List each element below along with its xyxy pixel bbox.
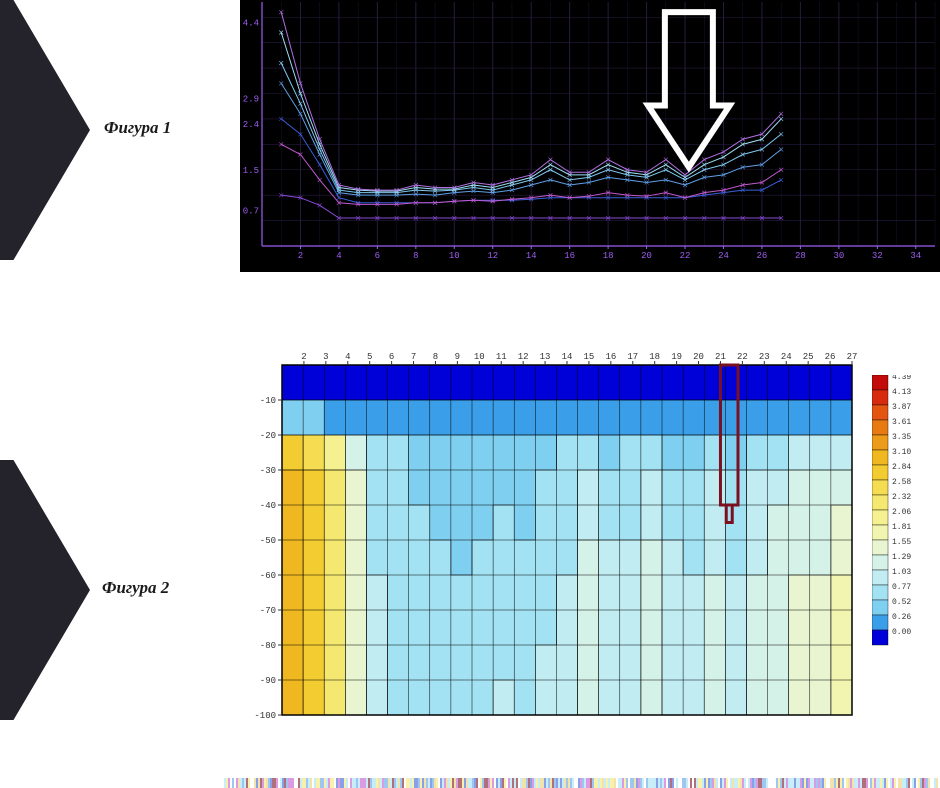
svg-text:14: 14 xyxy=(526,251,537,261)
svg-text:22: 22 xyxy=(680,251,691,261)
svg-text:19: 19 xyxy=(671,352,682,362)
svg-text:-60: -60 xyxy=(260,571,276,581)
svg-text:2.9: 2.9 xyxy=(243,95,259,105)
figure-2-colorbar: 4.39 4.13 3.87 3.61 3.35 3.10 2.84 2.58 2.32 2.06… xyxy=(872,375,932,649)
svg-text:-30: -30 xyxy=(260,466,276,476)
svg-text:-80: -80 xyxy=(260,641,276,651)
svg-text:7: 7 xyxy=(411,352,416,362)
svg-text:2.4: 2.4 xyxy=(243,120,259,130)
svg-text:1.03: 1.03 xyxy=(892,568,911,577)
pointer-2 xyxy=(0,460,90,720)
svg-text:18: 18 xyxy=(649,352,660,362)
svg-text:2.84: 2.84 xyxy=(892,463,911,472)
svg-text:20: 20 xyxy=(641,251,652,261)
svg-text:-20: -20 xyxy=(260,431,276,441)
pointer-1 xyxy=(0,0,90,260)
svg-text:0.26: 0.26 xyxy=(892,613,911,622)
annotation-arrow-icon xyxy=(648,12,730,167)
svg-text:24: 24 xyxy=(718,251,729,261)
svg-text:-40: -40 xyxy=(260,501,276,511)
svg-text:1.29: 1.29 xyxy=(892,553,911,562)
svg-text:0.52: 0.52 xyxy=(892,598,911,607)
figure-1-label: Фигура 1 xyxy=(104,118,171,138)
svg-text:-10: -10 xyxy=(260,396,276,406)
svg-text:32: 32 xyxy=(872,251,883,261)
svg-text:23: 23 xyxy=(759,352,770,362)
svg-text:12: 12 xyxy=(518,352,529,362)
svg-text:16: 16 xyxy=(564,251,575,261)
svg-text:21: 21 xyxy=(715,352,726,362)
svg-text:20: 20 xyxy=(693,352,704,362)
svg-text:26: 26 xyxy=(825,352,836,362)
decorative-noise-strip xyxy=(220,778,940,788)
svg-text:1.81: 1.81 xyxy=(892,523,911,532)
svg-text:18: 18 xyxy=(603,251,614,261)
svg-text:27: 27 xyxy=(847,352,858,362)
svg-text:0.7: 0.7 xyxy=(243,206,259,216)
svg-text:11: 11 xyxy=(496,352,507,362)
svg-text:2.06: 2.06 xyxy=(892,508,911,517)
svg-text:28: 28 xyxy=(795,251,806,261)
svg-text:10: 10 xyxy=(474,352,485,362)
svg-text:4.13: 4.13 xyxy=(892,388,911,397)
svg-text:30: 30 xyxy=(833,251,844,261)
svg-text:-100: -100 xyxy=(254,711,276,721)
svg-text:17: 17 xyxy=(627,352,638,362)
svg-text:15: 15 xyxy=(584,352,595,362)
figure-1-chart: 2468101214161820222426283032340.71.52.42… xyxy=(240,0,940,272)
svg-text:6: 6 xyxy=(389,352,394,362)
svg-text:16: 16 xyxy=(605,352,616,362)
svg-text:13: 13 xyxy=(540,352,551,362)
svg-text:5: 5 xyxy=(367,352,372,362)
svg-text:2: 2 xyxy=(298,251,303,261)
svg-text:4.4: 4.4 xyxy=(243,18,259,28)
svg-text:14: 14 xyxy=(562,352,573,362)
svg-text:3.87: 3.87 xyxy=(892,403,911,412)
svg-text:3.61: 3.61 xyxy=(892,418,911,427)
svg-text:8: 8 xyxy=(413,251,418,261)
svg-text:3: 3 xyxy=(323,352,328,362)
svg-text:8: 8 xyxy=(433,352,438,362)
svg-text:2.58: 2.58 xyxy=(892,478,911,487)
svg-text:0.77: 0.77 xyxy=(892,583,911,592)
svg-text:9: 9 xyxy=(455,352,460,362)
svg-text:24: 24 xyxy=(781,352,792,362)
svg-text:3.35: 3.35 xyxy=(892,433,911,442)
svg-text:26: 26 xyxy=(757,251,768,261)
svg-text:4.39: 4.39 xyxy=(892,375,911,382)
svg-text:22: 22 xyxy=(737,352,748,362)
svg-text:25: 25 xyxy=(803,352,814,362)
svg-text:12: 12 xyxy=(487,251,498,261)
svg-text:6: 6 xyxy=(375,251,380,261)
svg-text:-90: -90 xyxy=(260,676,276,686)
svg-text:-70: -70 xyxy=(260,606,276,616)
svg-text:2: 2 xyxy=(301,352,306,362)
svg-text:1.55: 1.55 xyxy=(892,538,911,547)
svg-text:10: 10 xyxy=(449,251,460,261)
figure-2-label: Фигура 2 xyxy=(102,578,169,598)
svg-text:-50: -50 xyxy=(260,536,276,546)
svg-text:0.00: 0.00 xyxy=(892,628,911,637)
svg-text:34: 34 xyxy=(910,251,921,261)
svg-text:4: 4 xyxy=(345,352,350,362)
figure-2-chart: 2345678910111213141516171819202122232425… xyxy=(240,345,860,725)
svg-text:1.5: 1.5 xyxy=(243,166,259,176)
svg-text:2.32: 2.32 xyxy=(892,493,911,502)
svg-text:4: 4 xyxy=(336,251,341,261)
svg-text:3.10: 3.10 xyxy=(892,448,911,457)
